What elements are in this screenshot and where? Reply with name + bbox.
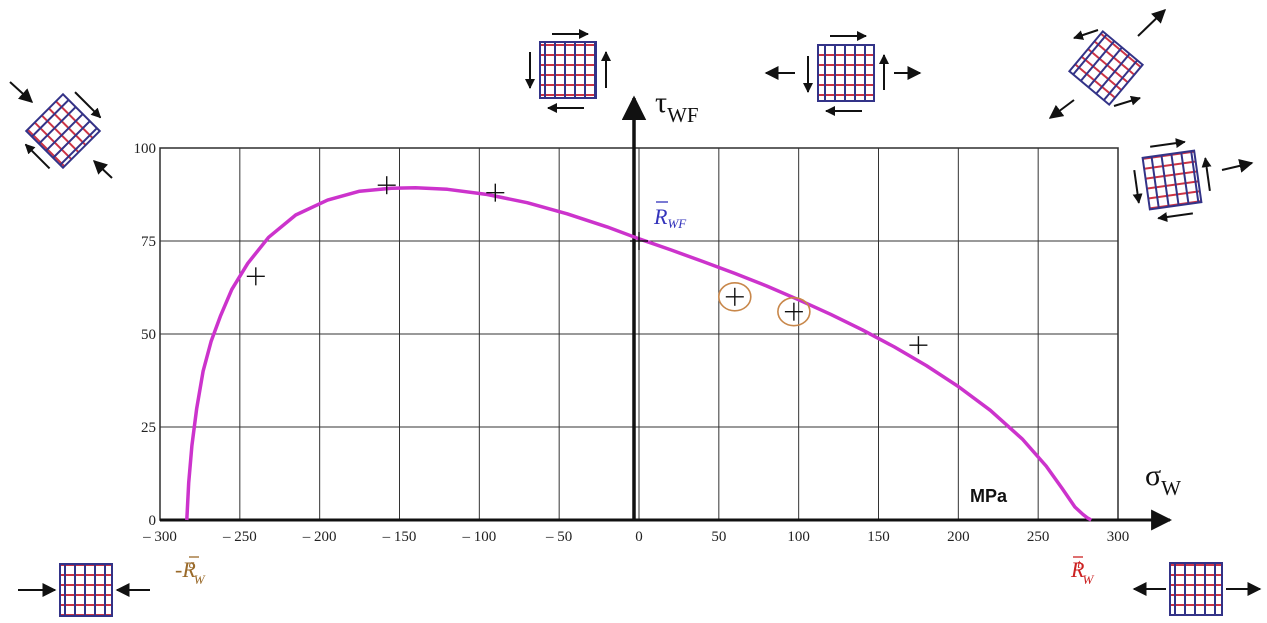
tension-shear-weave-icon: [1132, 138, 1254, 222]
y-tick-label: 100: [134, 141, 157, 157]
rotated-compression-shear-weave-icon: [9, 81, 113, 179]
rotated-tension-weave-icon: [1048, 9, 1167, 119]
y-tick-label: 50: [141, 327, 156, 343]
experimental-point: [777, 296, 811, 327]
grid-lines: [159, 147, 1119, 521]
x-tick-label: – 300: [142, 529, 177, 545]
tension-stress-weave-icon: [1132, 562, 1262, 616]
x-tick-label: 250: [1027, 529, 1050, 545]
y-tick-label: 25: [141, 420, 156, 436]
svg-text:-RWc: -RWc: [175, 556, 206, 587]
experimental-point: [246, 267, 265, 286]
x-tick-label: – 200: [302, 529, 337, 545]
x-tick-labels: – 300 – 250 – 200 – 150 – 100 – 50 0 50 100 150 20…: [142, 529, 1129, 545]
x-tick-label: 0: [635, 529, 643, 545]
x-tick-label: – 100: [461, 529, 496, 545]
highlight-circle: [777, 296, 811, 327]
experimental-point: [630, 232, 648, 250]
experimental-point: [377, 176, 396, 195]
experimental-points: [246, 176, 928, 355]
experimental-point: [486, 183, 505, 202]
y-tick-labels: 0 25 50 75 100: [134, 141, 157, 529]
x-tick-label: 100: [787, 529, 810, 545]
svg-text:RWt: RWt: [1070, 556, 1094, 587]
experimental-point: [909, 336, 928, 355]
failure-envelope-curve: [185, 186, 1093, 522]
highlight-circle: [717, 281, 752, 312]
y-tick-label: 75: [141, 234, 156, 250]
compressive-strength-label: -RWc: [175, 556, 206, 587]
x-tick-label: 200: [947, 529, 970, 545]
units-label: MPa: [970, 486, 1008, 506]
svg-text:RWF: RWF: [653, 204, 687, 231]
x-tick-label: 300: [1107, 529, 1130, 545]
shear-tension-weave-icon: [764, 31, 922, 116]
compression-stress-weave-icon: [18, 563, 150, 617]
shear-strength-label: RWF: [653, 201, 687, 231]
experimental-point: [717, 281, 752, 312]
x-tick-label: 150: [867, 529, 890, 545]
x-tick-label: – 50: [545, 529, 572, 545]
tensile-strength-label: RWt: [1070, 556, 1094, 587]
pure-shear-weave-icon: [525, 29, 611, 113]
x-tick-label: – 250: [222, 529, 257, 545]
strength-annotations: RWF -RWc RWt: [175, 201, 1094, 587]
y-tick-label: 0: [149, 513, 157, 529]
x-tick-label: 50: [711, 529, 726, 545]
y-axis-title: τWF: [655, 86, 699, 127]
x-tick-label: – 150: [382, 529, 417, 545]
plot-area: [159, 147, 1119, 521]
x-axis-title: σW: [1145, 459, 1181, 500]
